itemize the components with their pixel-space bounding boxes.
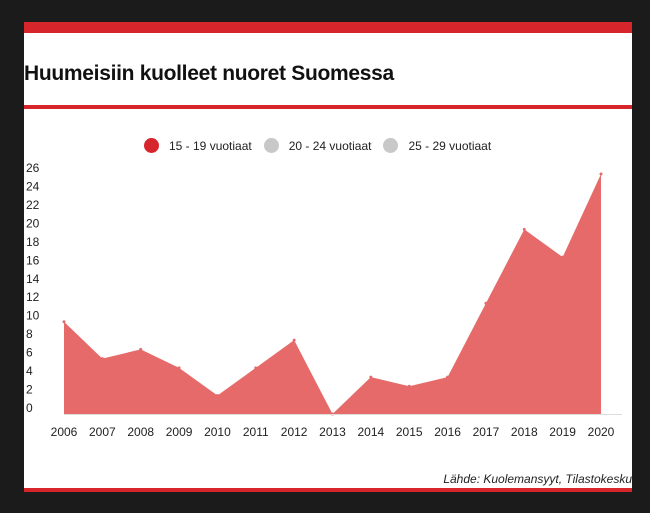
y-tick-label: 4 xyxy=(26,364,33,378)
data-point xyxy=(254,366,258,370)
x-tick-label: 2019 xyxy=(549,425,576,439)
x-tick-label: 2014 xyxy=(358,425,385,439)
y-tick-label: 6 xyxy=(26,346,33,360)
y-tick-label: 0 xyxy=(26,401,33,415)
y-tick-label: 16 xyxy=(26,253,40,267)
y-tick-label: 14 xyxy=(26,272,40,286)
legend-item-20-24[interactable]: 20 - 24 vuotiaat xyxy=(263,138,372,153)
data-point xyxy=(215,394,219,398)
x-tick-label: 2018 xyxy=(511,425,538,439)
x-tick-label: 2006 xyxy=(51,425,78,439)
x-tick-label: 2007 xyxy=(89,425,116,439)
data-point xyxy=(62,320,66,324)
x-tick-label: 2013 xyxy=(319,425,346,439)
chart-title: Huumeisiin kuolleet nuoret Suomessa xyxy=(24,62,394,85)
chart-legend: 15 - 19 vuotiaat 20 - 24 vuotiaat 25 - 2… xyxy=(144,138,503,153)
x-tick-label: 2016 xyxy=(434,425,461,439)
bottom-accent-bar xyxy=(24,488,632,492)
x-tick-label: 2009 xyxy=(166,425,193,439)
y-tick-label: 10 xyxy=(26,309,40,323)
legend-label-25-29: 25 - 29 vuotiaat xyxy=(408,138,492,153)
legend-marker-15-19 xyxy=(144,138,159,153)
area-series-15-19 xyxy=(64,174,601,414)
data-point xyxy=(522,227,526,231)
data-point xyxy=(484,301,488,305)
y-tick-label: 24 xyxy=(26,179,40,193)
data-point xyxy=(139,347,143,351)
y-tick-label: 2 xyxy=(26,383,33,397)
y-tick-label: 18 xyxy=(26,235,40,249)
data-point xyxy=(561,255,565,259)
data-point xyxy=(369,375,373,379)
legend-item-15-19[interactable]: 15 - 19 vuotiaat xyxy=(144,138,252,153)
top-accent-bar xyxy=(24,22,632,33)
y-tick-label: 12 xyxy=(26,290,40,304)
data-point xyxy=(100,357,104,361)
legend-item-25-29[interactable]: 25 - 29 vuotiaat xyxy=(383,138,491,153)
data-point xyxy=(599,172,603,176)
title-divider xyxy=(24,105,632,109)
data-point xyxy=(446,375,450,379)
x-tick-label: 2010 xyxy=(204,425,231,439)
y-tick-label: 8 xyxy=(26,327,33,341)
x-tick-label: 2020 xyxy=(588,425,615,439)
legend-marker-20-24 xyxy=(263,138,279,153)
legend-marker-25-29 xyxy=(383,138,399,153)
x-tick-label: 2011 xyxy=(243,425,269,439)
chart-card: Huumeisiin kuolleet nuoret Suomessa 15 -… xyxy=(24,22,632,492)
data-point xyxy=(407,384,411,388)
y-tick-label: 22 xyxy=(26,198,40,212)
x-tick-label: 2012 xyxy=(281,425,308,439)
legend-label-15-19: 15 - 19 vuotiaat xyxy=(169,138,252,153)
data-point xyxy=(292,338,296,342)
legend-label-20-24: 20 - 24 vuotiaat xyxy=(288,138,372,153)
x-tick-label: 2015 xyxy=(396,425,423,439)
x-tick-label: 2008 xyxy=(127,425,154,439)
y-tick-label: 20 xyxy=(26,216,40,230)
source-note: Lähde: Kuolemansyyt, Tilastokeskus xyxy=(443,472,632,486)
data-point xyxy=(177,366,181,370)
x-tick-label: 2017 xyxy=(473,425,500,439)
y-tick-label: 26 xyxy=(26,161,40,175)
